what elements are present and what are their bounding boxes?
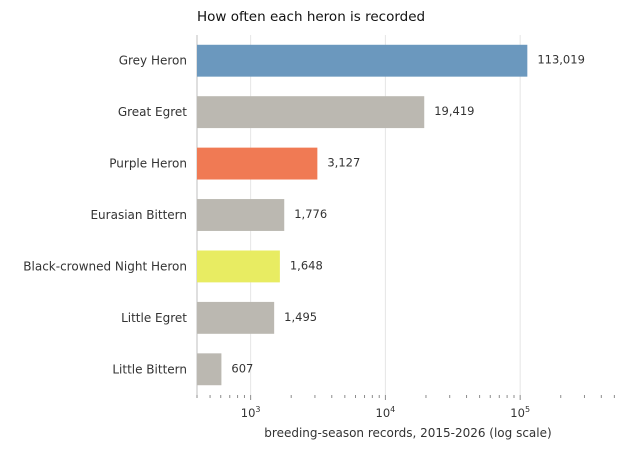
bars — [197, 44, 528, 386]
bar — [197, 199, 285, 231]
minor-ticks — [196, 395, 615, 398]
bar — [197, 250, 280, 283]
x-axis-title: breeding-season records, 2015-2026 (log … — [264, 426, 551, 440]
category-label: Grey Heron — [119, 54, 187, 68]
category-labels: Grey Heron Great Egret Purple Heron Eurasia… — [23, 54, 187, 377]
category-label: Little Bittern — [112, 362, 187, 376]
bar — [197, 301, 275, 334]
value-label: 1,495 — [284, 310, 317, 324]
category-label: Great Egret — [118, 105, 187, 119]
bar — [197, 44, 528, 77]
chart-title: How often each heron is recorded — [197, 9, 425, 25]
x-axis-ticks: 103 104 105 — [241, 395, 530, 420]
category-label: Little Egret — [121, 311, 187, 325]
value-label: 1,648 — [290, 258, 323, 272]
value-label: 607 — [231, 361, 253, 375]
value-label: 113,019 — [537, 53, 585, 67]
category-label: Black-crowned Night Heron — [23, 259, 187, 273]
value-label: 1,776 — [294, 207, 327, 221]
bar — [197, 353, 222, 386]
category-label: Purple Heron — [109, 157, 187, 171]
value-label: 3,127 — [327, 156, 360, 170]
grid — [250, 35, 521, 395]
x-tick-label: 104 — [376, 405, 396, 420]
bar — [197, 147, 318, 180]
x-tick-label: 103 — [241, 405, 261, 420]
category-label: Eurasian Bittern — [90, 208, 187, 222]
value-labels: 113,019 19,419 3,127 1,776 1,648 1,495 607 — [231, 53, 584, 376]
x-tick-label: 105 — [510, 405, 530, 420]
bar — [197, 96, 425, 129]
value-label: 19,419 — [434, 104, 474, 118]
